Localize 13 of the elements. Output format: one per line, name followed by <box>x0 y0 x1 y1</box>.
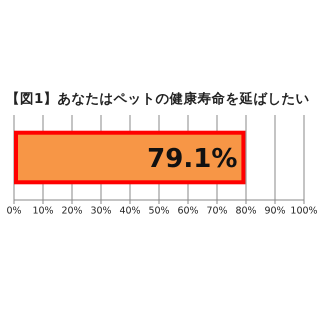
x-tick-label: 40% <box>119 206 141 217</box>
x-tick-label: 10% <box>32 206 54 217</box>
x-tick-label: 60% <box>177 206 199 217</box>
x-tick-label: 100% <box>290 206 318 217</box>
chart-title: 【図1】あなたはペットの健康寿命を延ばしたい <box>6 90 310 107</box>
x-tick-label: 20% <box>61 206 83 217</box>
x-tick-label: 30% <box>90 206 112 217</box>
text: 79.1% <box>147 144 238 174</box>
x-tick-label: 70% <box>206 206 228 217</box>
x-tick-label: 90% <box>264 206 286 217</box>
x-tick-label: 0% <box>6 206 22 217</box>
x-tick-label: 50% <box>148 206 170 217</box>
x-tick-label: 80% <box>235 206 257 217</box>
